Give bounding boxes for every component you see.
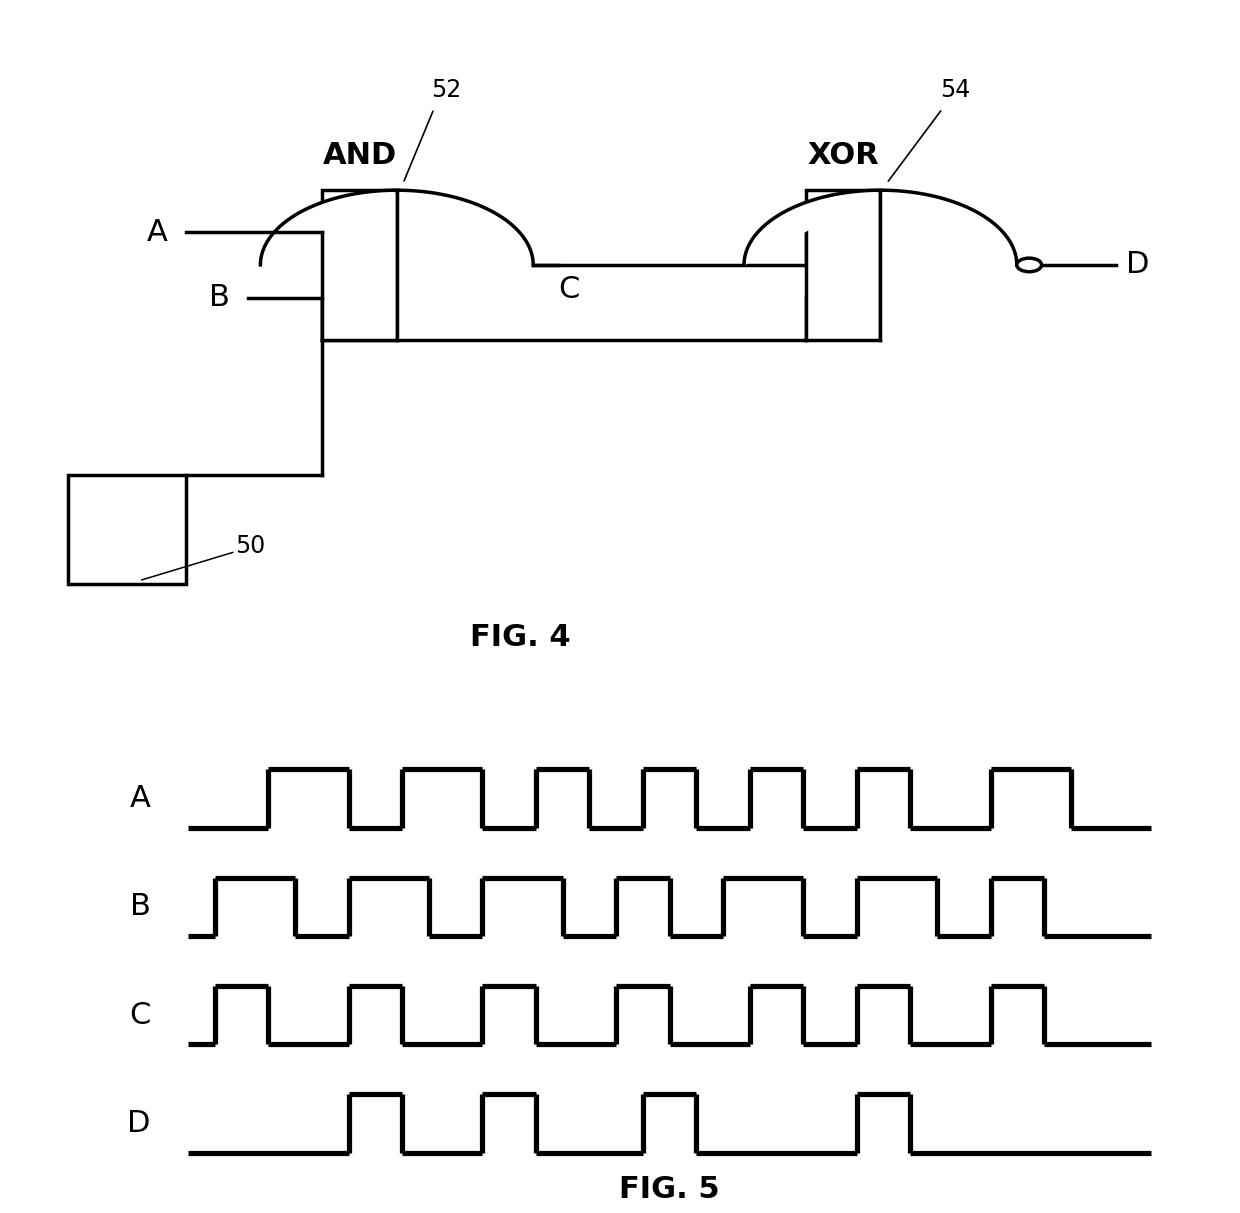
Bar (68, 475, 186, 585)
Text: C: C (129, 1001, 150, 1030)
Text: C: C (558, 275, 579, 304)
Text: AND: AND (322, 141, 397, 170)
Text: D: D (1126, 250, 1149, 279)
Text: FIG. 5: FIG. 5 (619, 1175, 720, 1205)
Text: 54: 54 (940, 78, 970, 102)
Polygon shape (744, 190, 1017, 340)
Text: 50: 50 (236, 534, 265, 558)
Text: 52: 52 (432, 78, 461, 102)
Polygon shape (806, 190, 880, 340)
Text: A: A (146, 217, 167, 246)
Text: XOR: XOR (807, 141, 879, 170)
Polygon shape (260, 190, 533, 340)
Circle shape (1017, 258, 1042, 272)
Text: FIG. 4: FIG. 4 (470, 623, 572, 653)
Text: A: A (130, 785, 150, 813)
Polygon shape (322, 190, 397, 340)
Text: B: B (208, 284, 229, 312)
Text: D: D (128, 1109, 150, 1138)
Text: B: B (130, 893, 150, 922)
